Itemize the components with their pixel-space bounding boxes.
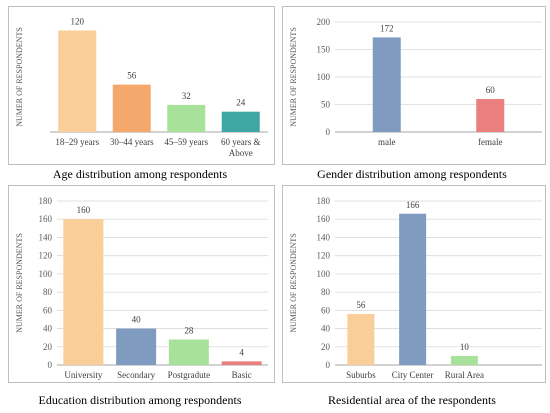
gender-frame [282, 6, 546, 165]
education-data-label: 28 [184, 325, 194, 335]
education-y-tick-label: 180 [39, 196, 53, 206]
residence-y-tick-label: 80 [321, 287, 331, 297]
residence-chart-caption: Residential area of the respondents [328, 393, 496, 407]
gender-y-tick-label: 200 [317, 17, 331, 27]
residence-data-label: 56 [356, 300, 366, 310]
residence-bar [450, 355, 478, 365]
age-chart-caption: Age distribution among respondents [52, 167, 228, 181]
education-y-tick-label: 120 [39, 251, 53, 261]
gender-bar [476, 99, 505, 132]
age-data-label: 56 [127, 71, 137, 81]
education-y-tick-label: 80 [43, 287, 53, 297]
gender-y-tick-label: 50 [321, 100, 331, 110]
residence-y-tick-label: 180 [317, 196, 331, 206]
age-bar [58, 30, 97, 132]
residence-y-tick-label: 100 [317, 269, 331, 279]
education-bar [63, 219, 104, 365]
education-x-tick-label: Basic [232, 370, 252, 380]
gender-chart-caption: Gender distribution among respondents [317, 167, 507, 181]
education-y-tick-label: 20 [43, 342, 53, 352]
age-bar [221, 111, 260, 132]
age-bar [112, 84, 151, 132]
age-x-tick-label: Above [229, 148, 253, 158]
residence-y-axis-label: NUMER OF RESPONDENTS [289, 233, 298, 333]
education-y-axis-label: NUMER OF RESPONDENTS [15, 233, 24, 333]
age-y-axis-label: NUMER OF RESPONDENTS [15, 27, 24, 127]
gender-y-tick-label: 100 [317, 72, 331, 82]
age-bar [167, 104, 206, 132]
residence-x-tick-label: Rural Area [445, 370, 484, 380]
gender-x-tick-label: female [478, 137, 502, 147]
education-data-label: 40 [132, 315, 142, 325]
gender-y-axis-label: NUMER OF RESPONDENTS [289, 27, 298, 127]
gender-data-label: 172 [380, 23, 394, 33]
residence-y-tick-label: 0 [326, 360, 331, 370]
education-data-label: 4 [239, 347, 244, 357]
age-x-tick-label: 30–44 years [110, 137, 154, 147]
residence-y-tick-label: 40 [321, 324, 331, 334]
education-x-tick-label: Secondary [117, 370, 155, 380]
residence-bar [347, 313, 375, 365]
education-bar [116, 328, 157, 365]
residence-y-tick-label: 160 [317, 214, 331, 224]
gender-bar [372, 37, 401, 132]
education-bar [221, 361, 262, 365]
age-data-label: 24 [236, 98, 246, 108]
education-frame [8, 185, 275, 383]
education-x-tick-label: Postgradute [168, 370, 211, 380]
residence-y-tick-label: 120 [317, 251, 331, 261]
age-frame [8, 6, 275, 165]
gender-y-tick-label: 0 [326, 127, 331, 137]
residence-frame [282, 185, 546, 383]
age-x-tick-label: 60 years & [221, 137, 261, 147]
residence-bar [399, 213, 427, 365]
education-x-tick-label: University [64, 370, 102, 380]
residence-x-tick-label: Suburbs [346, 370, 376, 380]
gender-y-tick-label: 150 [317, 45, 331, 55]
age-x-tick-label: 45–59 years [164, 137, 208, 147]
education-y-tick-label: 0 [48, 360, 53, 370]
education-y-tick-label: 40 [43, 324, 53, 334]
gender-x-tick-label: male [378, 137, 396, 147]
age-x-tick-label: 18–29 years [55, 137, 99, 147]
education-y-tick-label: 60 [43, 305, 53, 315]
residence-y-tick-label: 60 [321, 305, 331, 315]
education-data-label: 160 [77, 205, 91, 215]
education-chart-caption: Education distribution among respondents [38, 393, 242, 407]
residence-x-tick-label: City Center [392, 370, 434, 380]
residence-data-label: 10 [460, 342, 470, 352]
age-data-label: 32 [182, 91, 191, 101]
age-data-label: 120 [71, 16, 85, 26]
residence-y-tick-label: 140 [317, 232, 331, 242]
education-y-tick-label: 140 [39, 232, 53, 242]
education-y-tick-label: 100 [39, 269, 53, 279]
education-y-tick-label: 160 [39, 214, 53, 224]
residence-y-tick-label: 20 [321, 342, 331, 352]
gender-data-label: 60 [486, 85, 496, 95]
education-bar [168, 339, 209, 365]
residence-data-label: 166 [406, 200, 420, 210]
